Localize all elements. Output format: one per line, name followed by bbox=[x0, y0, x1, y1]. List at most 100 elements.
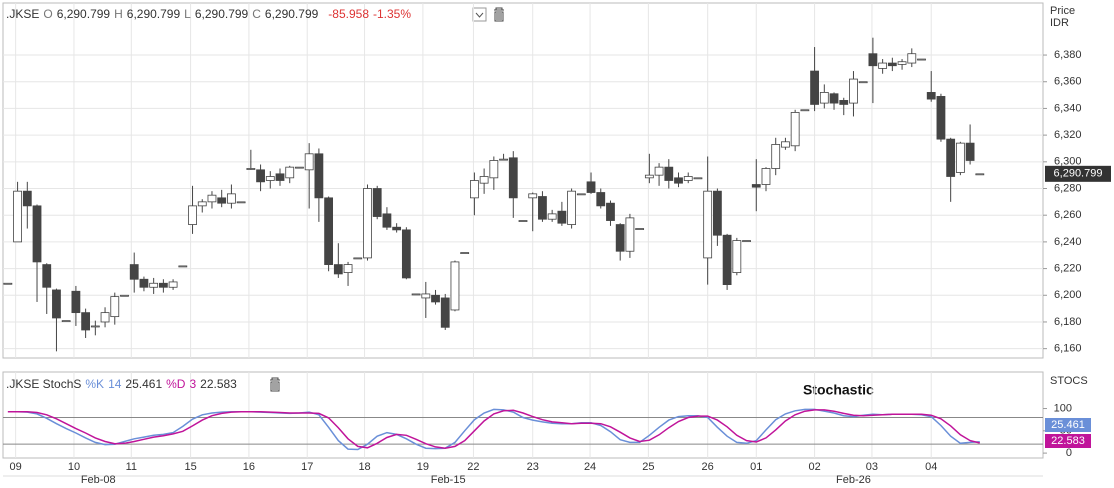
candle-body bbox=[285, 166, 295, 179]
candle-body bbox=[761, 168, 771, 185]
candle-body bbox=[129, 264, 139, 280]
dropdown-icon bbox=[475, 12, 484, 18]
candle-body bbox=[703, 190, 713, 259]
y-tick-label: 6,260 bbox=[1054, 209, 1082, 221]
candle-body bbox=[897, 61, 907, 65]
candle-body bbox=[52, 289, 61, 319]
candle-body bbox=[392, 226, 402, 231]
candle-body bbox=[81, 312, 91, 331]
x-tick-label: 11 bbox=[126, 461, 137, 473]
candle-body bbox=[22, 190, 32, 207]
candle-body bbox=[917, 58, 926, 61]
candle-body bbox=[158, 282, 168, 288]
value-tag bbox=[1045, 418, 1091, 432]
candle-body bbox=[314, 153, 324, 199]
candle-body bbox=[100, 312, 110, 323]
candle-body bbox=[32, 205, 42, 263]
x-tick-label: 03 bbox=[866, 461, 878, 473]
series-name: %K bbox=[85, 377, 105, 391]
candle-body bbox=[42, 264, 52, 288]
ohlc-label: L bbox=[184, 7, 191, 21]
candle-body bbox=[304, 153, 314, 171]
price-panel bbox=[2, 2, 1044, 359]
candle-body bbox=[858, 81, 868, 84]
x-tick-label: 26 bbox=[702, 461, 714, 473]
series-value: 22.583 bbox=[200, 377, 237, 391]
last-price-tag bbox=[1045, 165, 1111, 182]
series-value: 25.461 bbox=[125, 377, 163, 391]
ohlc-value: 6,290.799 bbox=[264, 7, 319, 21]
candle-body bbox=[431, 294, 440, 303]
ohlc-value: 6,290.799 bbox=[194, 7, 249, 21]
y-axis-title: Price bbox=[1050, 5, 1075, 17]
x-tick-label: 23 bbox=[527, 461, 539, 473]
candle-body bbox=[751, 184, 761, 188]
last-price-label: 6,290.799 bbox=[1054, 168, 1103, 180]
y-tick-label: 6,380 bbox=[1054, 49, 1082, 61]
y-tick-label: 6,360 bbox=[1054, 76, 1082, 88]
candle-body bbox=[819, 92, 829, 104]
candle-body bbox=[518, 220, 528, 222]
ohlc-label: O bbox=[43, 7, 53, 21]
candle-body bbox=[3, 282, 13, 285]
dropdown-button[interactable] bbox=[472, 7, 487, 22]
candle-body bbox=[265, 176, 275, 181]
candle-body bbox=[353, 257, 363, 260]
delete-icon[interactable] bbox=[494, 7, 504, 22]
candle-body bbox=[246, 168, 256, 170]
candle-body bbox=[61, 320, 71, 323]
x-tick-label: 02 bbox=[808, 461, 820, 473]
candle-body bbox=[567, 190, 576, 225]
candle-body bbox=[625, 217, 635, 252]
candle-body bbox=[810, 70, 819, 105]
candle-body bbox=[586, 181, 596, 193]
candle-body bbox=[781, 141, 790, 148]
candle-body bbox=[120, 294, 129, 297]
candle-body bbox=[333, 264, 343, 275]
candle-body bbox=[722, 234, 732, 285]
candle-body bbox=[800, 109, 810, 112]
y-tick-label: 100 bbox=[1054, 402, 1072, 414]
x-tick-label: 18 bbox=[358, 461, 370, 473]
x-tick-label: 24 bbox=[584, 461, 596, 473]
price-header: .JKSE O 6,290.799 H 6,290.799 L 6,290.799 C… bbox=[6, 7, 411, 21]
x-tick-label: 25 bbox=[642, 461, 654, 473]
candle-body bbox=[372, 188, 382, 217]
candle-body bbox=[742, 240, 751, 242]
candle-body bbox=[606, 202, 615, 221]
change: -85.958 bbox=[328, 7, 369, 21]
value-tag bbox=[1045, 434, 1091, 448]
series-period: 14 bbox=[108, 377, 122, 391]
ohlc-value: 6,290.799 bbox=[56, 7, 111, 21]
candle-body bbox=[829, 93, 839, 104]
candle-body bbox=[683, 176, 693, 181]
candle-body bbox=[547, 213, 557, 220]
candle-body bbox=[674, 177, 683, 184]
candle-body bbox=[110, 296, 120, 318]
candle-body bbox=[644, 174, 654, 179]
candle-body bbox=[907, 53, 917, 64]
candle-body bbox=[197, 201, 207, 207]
value-tag-label: 25.461 bbox=[1051, 419, 1085, 431]
x-tick-label: 01 bbox=[750, 461, 762, 473]
delete-icon[interactable] bbox=[270, 377, 280, 392]
candle-body bbox=[712, 190, 722, 236]
candle-body bbox=[217, 197, 227, 204]
stoch-panel bbox=[2, 371, 1044, 459]
y-tick-label: 6,160 bbox=[1054, 343, 1082, 355]
candle-body bbox=[168, 281, 178, 288]
candle-body bbox=[139, 278, 149, 288]
candle-body bbox=[149, 282, 159, 288]
candle-body bbox=[324, 197, 334, 265]
stoch-header: .JKSE StochS %K 14 25.461 %D 3 22.583 bbox=[6, 377, 237, 391]
x-tick-label: 19 bbox=[417, 461, 429, 473]
candle-body bbox=[460, 252, 470, 254]
candle-body bbox=[470, 180, 479, 199]
y-tick-label: 6,180 bbox=[1054, 316, 1082, 328]
y-tick-label: 6,200 bbox=[1054, 289, 1082, 301]
y-tick-label: 6,320 bbox=[1054, 129, 1082, 141]
candle-body bbox=[227, 193, 236, 204]
y-tick-label: 6,340 bbox=[1054, 102, 1082, 114]
month-label: Feb-15 bbox=[431, 474, 466, 486]
candle-body bbox=[538, 196, 547, 220]
